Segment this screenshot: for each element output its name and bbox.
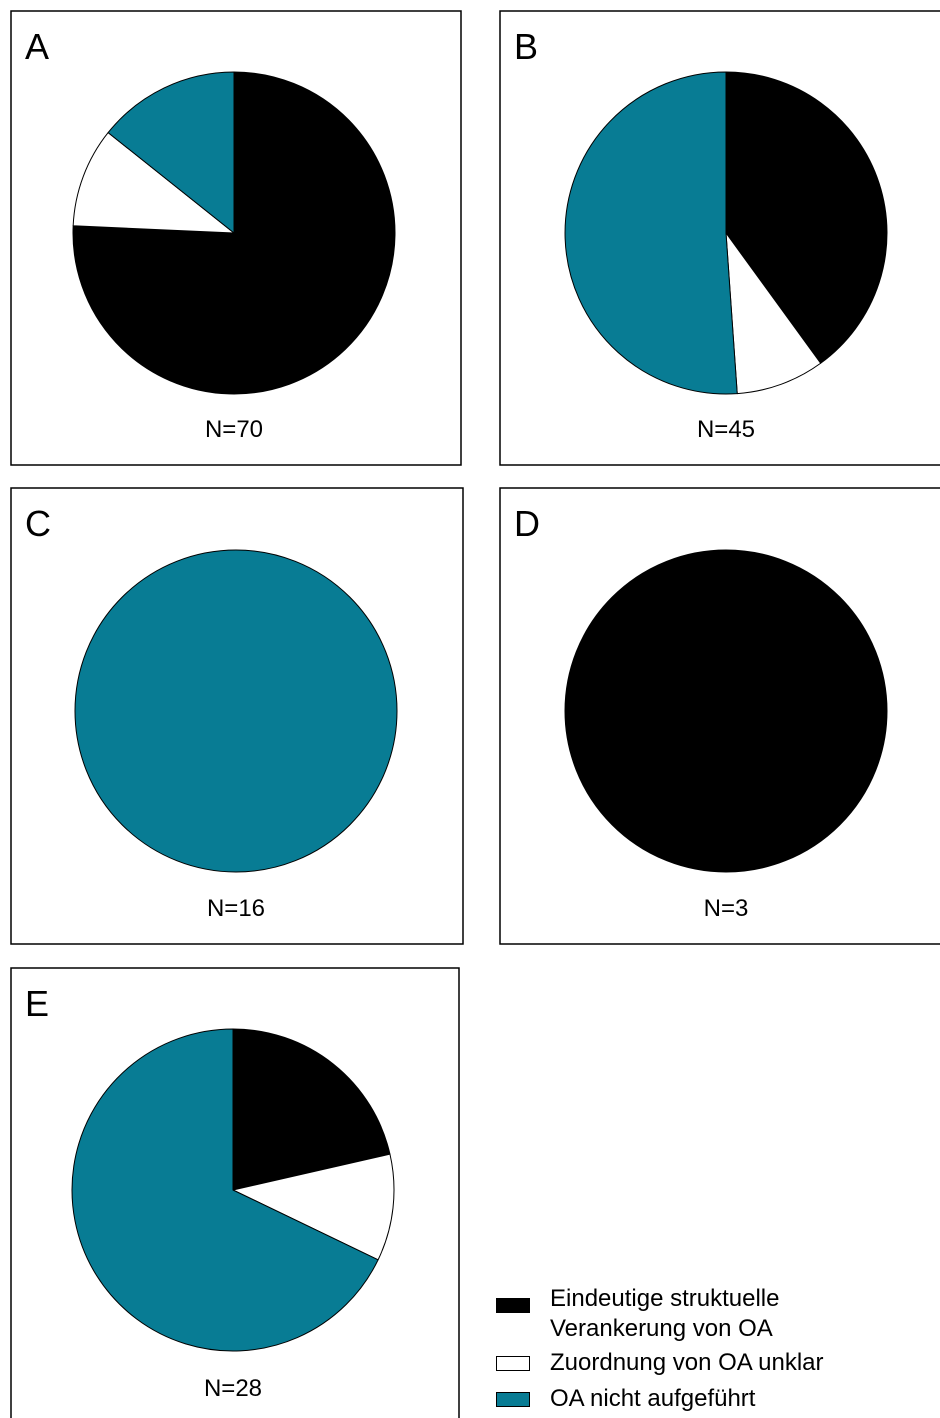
legend-label-nicht-aufgefuehrt: OA nicht aufgeführt <box>550 1385 756 1412</box>
pie-slice-e-eindeutige <box>232 1028 391 1191</box>
panel-label-b: B <box>514 26 538 67</box>
pie-slice-b-nicht-aufgefuehrt <box>564 71 738 395</box>
panel-label-d: D <box>514 503 540 544</box>
legend-swatch-unklar <box>496 1356 530 1371</box>
legend-swatch-eindeutige <box>496 1298 530 1313</box>
pie-slice-c-nicht-aufgefuehrt <box>74 549 398 873</box>
sample-size-label-d: N=3 <box>704 895 749 922</box>
pie-panel-b: B N=45 <box>499 10 940 466</box>
pie-panel-d: D N=3 <box>499 487 940 945</box>
sample-size-label-b: N=45 <box>697 416 755 443</box>
pie-panel-e: E N=28 <box>10 967 460 1418</box>
pie-slice-a-nicht-aufgefuehrt <box>107 71 235 234</box>
legend-label-unklar: Zuordnung von OA unklar <box>550 1349 824 1376</box>
pie-slice-b-unklar <box>725 232 822 395</box>
sample-size-label-a: N=70 <box>205 416 263 443</box>
pie-panel-a: A N=70 <box>10 10 462 466</box>
panel-label-e: E <box>25 983 49 1024</box>
sample-size-label-e: N=28 <box>204 1375 262 1402</box>
pie-slice-e-unklar <box>232 1153 395 1261</box>
panel-label-c: C <box>25 503 51 544</box>
pie-slice-a-unklar <box>72 132 235 234</box>
legend-label-eindeutige-line2: Verankerung von OA <box>550 1315 773 1342</box>
pie-slice-d-eindeutige <box>564 549 888 873</box>
pie-slice-e-nicht-aufgefuehrt <box>71 1028 379 1352</box>
panel-label-a: A <box>25 26 49 67</box>
legend-label-eindeutige-line1: Eindeutige struktuelle <box>550 1285 780 1312</box>
pie-panel-c: C N=16 <box>10 487 464 945</box>
legend-swatch-nicht-aufgefuehrt <box>496 1392 530 1407</box>
sample-size-label-c: N=16 <box>207 895 265 922</box>
pie-slice-b-eindeutige <box>725 71 888 364</box>
